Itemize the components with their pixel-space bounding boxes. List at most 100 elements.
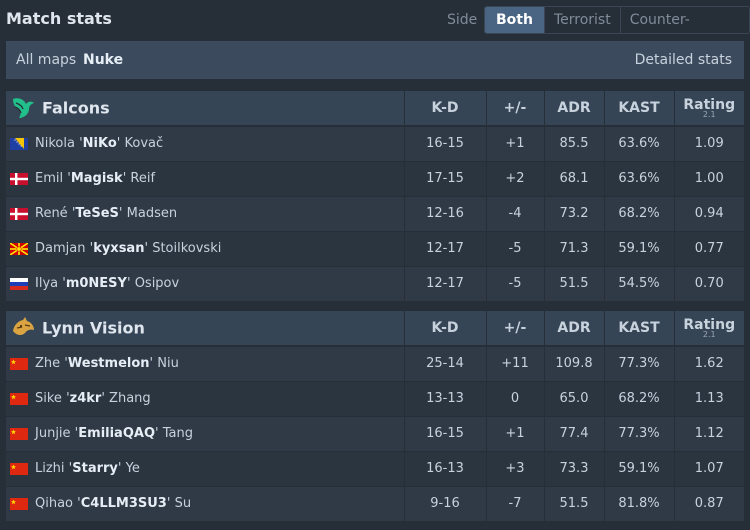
player-row[interactable]: Junjie 'EmiliaQAQ' Tang 16-15 +1 77.4 77.3% 1…: [6, 416, 744, 452]
player-last-name[interactable]: Niu: [157, 356, 179, 372]
player-rating: 0.77: [673, 231, 744, 267]
player-first-name[interactable]: Nikola: [35, 136, 75, 152]
player-rating: 1.00: [673, 161, 744, 197]
team-header-row: Lynn Vision K-D +/- ADR KAST Rating 2.1: [6, 311, 744, 347]
team-name[interactable]: Lynn Vision: [42, 318, 145, 338]
player-kast: 81.8%: [603, 486, 674, 522]
player-last-name[interactable]: Su: [174, 496, 192, 511]
player-first-name[interactable]: Emil: [35, 171, 64, 186]
player-first-name[interactable]: René: [35, 206, 68, 221]
player-nickname[interactable]: Westmelon: [67, 356, 150, 372]
player-first-name[interactable]: Junjie: [35, 426, 71, 441]
player-row[interactable]: Qihao 'C4LLM3SU3' Su 9-16 -7 51.5 81.8% 0.87: [6, 486, 744, 522]
player-kast: 63.6%: [603, 161, 674, 197]
player-nickname[interactable]: EmiliaQAQ: [78, 426, 155, 441]
player-kd: 16-15: [403, 416, 486, 452]
player-first-name[interactable]: Sike: [35, 391, 62, 406]
player-last-name[interactable]: Stoilkovski: [152, 241, 222, 256]
map-selector-bar: All maps Nuke Detailed stats: [6, 41, 744, 79]
player-cell: René 'TeSeS' Madsen: [6, 196, 404, 232]
player-nickname[interactable]: Starry: [72, 461, 118, 476]
col-kast-header[interactable]: KAST: [603, 91, 674, 127]
player-last-name[interactable]: Madsen: [126, 206, 178, 221]
player-row[interactable]: Ilya 'm0NESY' Osipov 12-17 -5 51.5 54.5% 0.70: [6, 266, 744, 302]
col-plusminus-header[interactable]: +/-: [485, 91, 544, 127]
player-plusminus: +1: [485, 416, 544, 452]
flag-ru-icon: [10, 277, 28, 290]
player-first-name[interactable]: Lizhi: [35, 461, 65, 476]
col-rating-header[interactable]: Rating 2.1: [673, 311, 744, 347]
col-adr-header[interactable]: ADR: [543, 91, 604, 127]
player-first-name[interactable]: Ilya: [35, 276, 59, 291]
player-first-name[interactable]: Qihao: [35, 496, 74, 511]
col-kd-header[interactable]: K-D: [403, 311, 486, 347]
player-adr: 109.8: [543, 346, 604, 382]
player-last-name[interactable]: Kovač: [124, 136, 164, 152]
player-kd: 16-15: [403, 126, 486, 162]
flag-cn-icon: [10, 392, 28, 405]
player-row[interactable]: Lizhi 'Starry' Ye 16-13 +3 73.3 59.1% 1.07: [6, 451, 744, 487]
player-rating: 0.94: [673, 196, 744, 232]
col-rating-header[interactable]: Rating 2.1: [673, 91, 744, 127]
map-tab-nuke[interactable]: Nuke: [83, 52, 124, 68]
player-cell: Qihao 'C4LLM3SU3' Su: [6, 486, 404, 522]
player-last-name[interactable]: Osipov: [134, 276, 180, 291]
player-row[interactable]: Sike 'z4kr' Zhang 13-13 0 65.0 68.2% 1.13: [6, 381, 744, 417]
player-cell: Damjan 'kyxsan' Stoilkovski: [6, 231, 404, 267]
player-nickname[interactable]: m0NESY: [65, 276, 127, 291]
player-last-name[interactable]: Ye: [125, 461, 140, 476]
player-row[interactable]: Emil 'Magisk' Reif 17-15 +2 68.1 63.6% 1.00: [6, 161, 744, 197]
team-players: Nikola 'NiKo' Kovač 16-15 +1 85.5 63.6% 1.09 E…: [6, 126, 744, 302]
player-last-name[interactable]: Zhang: [109, 391, 151, 406]
team-header: Lynn Vision: [6, 311, 404, 347]
side-tab-terrorist[interactable]: Terrorist: [545, 7, 621, 33]
rating-version: 2.1: [702, 110, 716, 119]
player-first-name[interactable]: Damjan: [35, 241, 86, 256]
col-kast-header[interactable]: KAST: [603, 311, 674, 347]
col-kd-header[interactable]: K-D: [403, 91, 486, 127]
player-kast: 54.5%: [603, 266, 674, 302]
side-tab-counter-terrorist[interactable]: Counter-Terrorist: [629, 12, 690, 28]
all-maps-link[interactable]: All maps: [16, 52, 77, 68]
lynn-vision-logo-icon: [13, 317, 34, 336]
player-plusminus: +11: [485, 346, 544, 382]
player-row[interactable]: Damjan 'kyxsan' Stoilkovski 12-17 -5 71.3 59…: [6, 231, 744, 267]
player-plusminus: +1: [485, 126, 544, 162]
player-cell: Zhe 'Westmelon' Niu: [6, 346, 404, 382]
team-stats-table-lynn-vision: Lynn Vision K-D +/- ADR KAST Rating 2.1 Z…: [6, 311, 744, 522]
player-nickname[interactable]: kyxsan: [93, 241, 145, 256]
player-cell: Lizhi 'Starry' Ye: [6, 451, 404, 487]
player-first-name[interactable]: Zhe: [35, 356, 61, 372]
player-adr: 51.5: [543, 486, 604, 522]
top-bar: Match stats Side Both Terrorist Counter-…: [0, 0, 750, 38]
player-nickname[interactable]: NiKo: [82, 136, 117, 152]
page-title: Match stats: [6, 9, 112, 28]
player-nickname[interactable]: TeSeS: [75, 206, 119, 221]
side-label: Side: [447, 12, 478, 28]
side-tab-both[interactable]: Both: [485, 7, 545, 33]
flag-dk-icon: [10, 207, 28, 220]
player-row[interactable]: René 'TeSeS' Madsen 12-16 -4 73.2 68.2% 0.94: [6, 196, 744, 232]
player-nickname[interactable]: Magisk: [70, 171, 123, 186]
detailed-stats-link[interactable]: Detailed stats: [634, 52, 732, 68]
player-last-name[interactable]: Reif: [130, 171, 156, 186]
player-kast: 68.2%: [603, 381, 674, 417]
col-adr-header[interactable]: ADR: [543, 311, 604, 347]
player-nickname[interactable]: C4LLM3SU3: [80, 496, 167, 511]
falcons-logo-icon: [13, 98, 34, 118]
player-kd: 13-13: [403, 381, 486, 417]
rating-label: Rating: [683, 317, 736, 333]
player-adr: 51.5: [543, 266, 604, 302]
player-row[interactable]: Zhe 'Westmelon' Niu 25-14 +11 109.8 77.3% 1.6…: [6, 346, 744, 382]
player-kd: 17-15: [403, 161, 486, 197]
player-plusminus: +3: [485, 451, 544, 487]
player-cell: Ilya 'm0NESY' Osipov: [6, 266, 404, 302]
player-nickname[interactable]: z4kr: [69, 391, 102, 406]
player-adr: 71.3: [543, 231, 604, 267]
player-kast: 59.1%: [603, 451, 674, 487]
col-plusminus-header[interactable]: +/-: [485, 311, 544, 347]
team-header-row: Falcons K-D +/- ADR KAST Rating 2.1: [6, 91, 744, 127]
player-last-name[interactable]: Tang: [162, 426, 193, 441]
player-row[interactable]: Nikola 'NiKo' Kovač 16-15 +1 85.5 63.6% 1.09: [6, 126, 744, 162]
team-name[interactable]: Falcons: [42, 98, 110, 118]
